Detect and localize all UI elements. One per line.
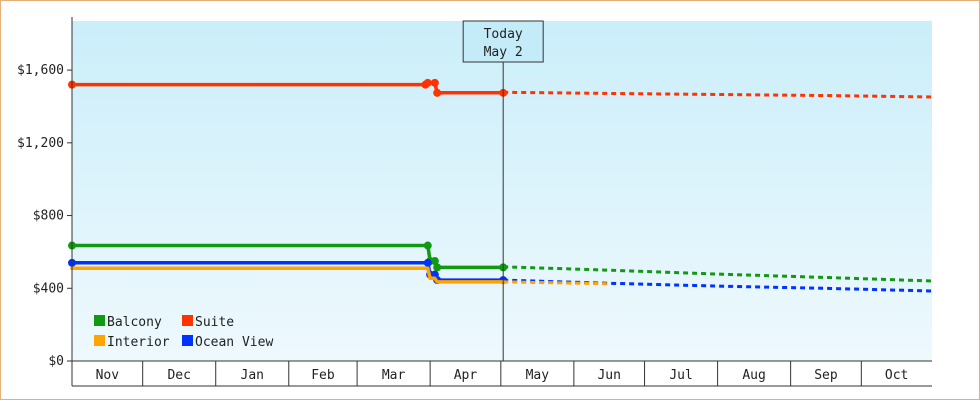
data-point	[423, 241, 432, 250]
x-month-label: Feb	[311, 368, 335, 383]
series-line-interior	[70, 266, 505, 284]
plot-background	[72, 21, 932, 361]
x-month-label: May	[526, 368, 550, 383]
x-month-label: Aug	[742, 368, 765, 383]
legend-swatch-suite	[182, 315, 193, 326]
x-month-label: Nov	[96, 368, 120, 383]
legend-label: Interior	[107, 335, 170, 350]
data-point	[430, 78, 439, 87]
today-label-title: Today	[484, 27, 523, 42]
y-tick-label: $0	[48, 354, 64, 369]
legend-swatch-balcony	[94, 315, 105, 326]
legend-label: Ocean View	[195, 335, 273, 350]
x-month-label: Jul	[669, 368, 692, 383]
y-tick-label: $1,200	[17, 136, 64, 151]
x-month-label: Sep	[814, 368, 838, 383]
today-label-box	[462, 20, 544, 63]
data-point	[433, 263, 442, 272]
y-tick-label: $400	[33, 281, 64, 296]
y-tick-label: $1,600	[17, 63, 64, 78]
y-tick-label: $800	[33, 209, 64, 224]
legend-swatch-interior	[94, 335, 105, 346]
data-point	[433, 88, 442, 97]
x-month-label: Apr	[454, 368, 478, 383]
x-month-label: Jun	[597, 368, 620, 383]
today-label-date: May 2	[484, 45, 523, 60]
x-month-label: Dec	[167, 368, 190, 383]
data-point	[423, 78, 432, 87]
legend-label: Suite	[195, 315, 234, 330]
data-point	[430, 257, 439, 265]
x-month-label: Jan	[241, 368, 264, 383]
x-month-label: Mar	[382, 368, 406, 383]
data-point	[423, 258, 432, 267]
legend-label: Balcony	[107, 315, 162, 330]
x-month-label: Oct	[885, 368, 908, 383]
legend-swatch-ocean-view	[182, 335, 193, 346]
